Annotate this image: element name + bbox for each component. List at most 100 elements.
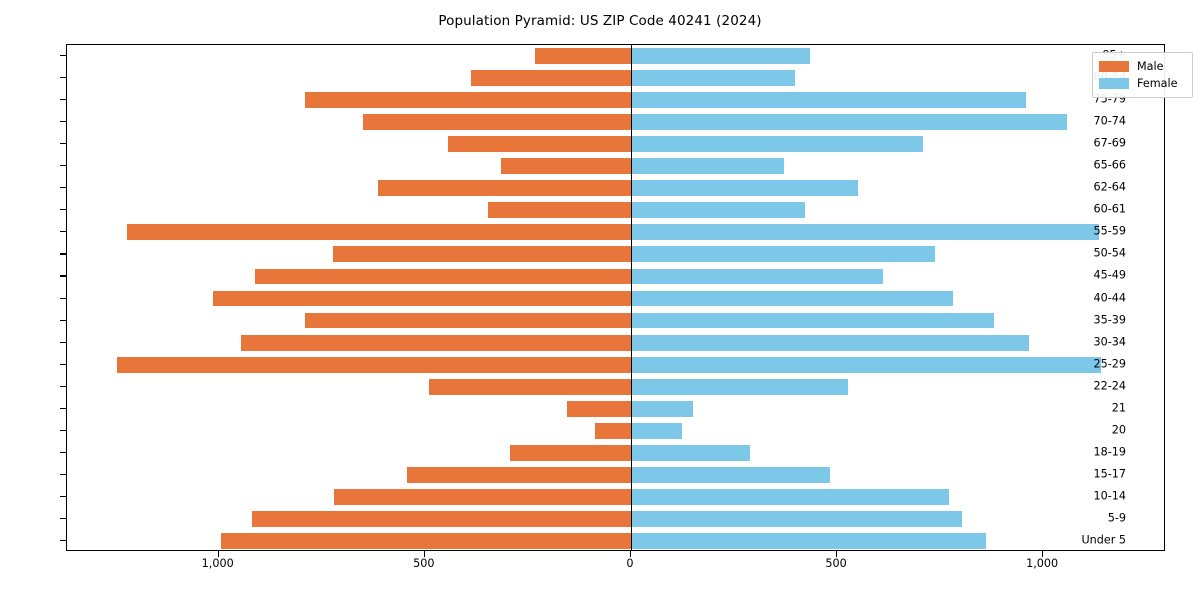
legend-swatch-female-icon: [1099, 78, 1129, 89]
bar-female-18-19[interactable]: [630, 444, 751, 461]
x-tick-label-3: 500: [825, 557, 847, 570]
bar-female-20[interactable]: [630, 422, 683, 439]
pyramid-row: [67, 400, 1164, 417]
y-tick-mark: [60, 143, 66, 145]
bar-female-62-64[interactable]: [630, 180, 859, 197]
bar-male-45-49[interactable]: [254, 268, 631, 285]
bar-male-10-14[interactable]: [334, 488, 631, 505]
pyramid-row: [67, 378, 1164, 395]
bar-male-25-29[interactable]: [116, 356, 631, 373]
x-tick-mark: [836, 551, 838, 557]
bar-male-85+[interactable]: [534, 48, 631, 64]
pyramid-row: [67, 114, 1164, 131]
x-tick-label-4: 1,000: [1026, 557, 1059, 570]
x-tick-label-1: 500: [413, 557, 435, 570]
bar-female-75-79[interactable]: [630, 92, 1026, 109]
bar-male-15-17[interactable]: [407, 466, 631, 483]
bar-male-62-64[interactable]: [377, 180, 631, 197]
bar-female-80-84[interactable]: [630, 70, 795, 86]
y-tick-mark: [60, 253, 66, 255]
x-tick-mark: [423, 551, 425, 557]
bar-female-55-59[interactable]: [630, 224, 1099, 241]
bar-male-40-44[interactable]: [212, 290, 631, 307]
y-tick-mark: [60, 407, 66, 409]
y-tick-mark: [60, 297, 66, 299]
bar-female-70-74[interactable]: [630, 114, 1067, 131]
bar-male-35-39[interactable]: [305, 312, 631, 329]
y-tick-mark: [60, 99, 66, 101]
bar-male-55-59[interactable]: [127, 224, 631, 241]
y-tick-mark: [60, 231, 66, 233]
bar-female-5-9[interactable]: [630, 510, 962, 527]
bar-female-40-44[interactable]: [630, 290, 953, 307]
bar-female-15-17[interactable]: [630, 466, 831, 483]
bar-female-67-69[interactable]: [630, 136, 923, 153]
y-tick-label-15-17: 15-17: [1093, 467, 1126, 481]
legend-label-female: Female: [1137, 77, 1178, 90]
y-tick-mark: [60, 539, 66, 542]
x-tick-label-0: 1,000: [201, 557, 234, 570]
y-tick-mark: [60, 275, 66, 277]
bar-male-under-5[interactable]: [220, 533, 631, 549]
bar-male-22-24[interactable]: [428, 378, 631, 395]
bar-male-20[interactable]: [595, 422, 631, 439]
y-tick-mark: [60, 451, 66, 453]
bar-male-67-69[interactable]: [447, 136, 631, 153]
legend-entry-female[interactable]: Female: [1099, 75, 1186, 92]
bar-female-10-14[interactable]: [630, 488, 949, 505]
bar-female-under-5[interactable]: [630, 533, 986, 549]
bar-male-75-79[interactable]: [305, 92, 631, 109]
y-tick-label-22-24: 22-24: [1093, 379, 1126, 393]
pyramid-row: [67, 290, 1164, 307]
bar-female-21[interactable]: [630, 400, 693, 417]
bar-male-21[interactable]: [567, 400, 631, 417]
zero-axis-line: [630, 45, 633, 550]
legend-label-male: Male: [1137, 60, 1164, 73]
bar-male-5-9[interactable]: [252, 510, 631, 527]
bar-male-18-19[interactable]: [510, 444, 631, 461]
x-tick-mark: [1042, 551, 1044, 557]
bar-male-30-34[interactable]: [240, 334, 631, 351]
bar-female-85+[interactable]: [630, 48, 810, 64]
pyramid-row: [67, 158, 1164, 175]
bar-female-22-24[interactable]: [630, 378, 848, 395]
y-tick-label-5-9: 5-9: [1107, 511, 1126, 525]
pyramid-row: [67, 70, 1164, 86]
pyramid-row: [67, 224, 1164, 241]
bar-male-80-84[interactable]: [470, 70, 631, 86]
y-tick-label-50-54: 50-54: [1093, 246, 1126, 260]
bar-female-35-39[interactable]: [630, 312, 995, 329]
bar-female-60-61[interactable]: [630, 202, 805, 219]
bar-female-50-54[interactable]: [630, 246, 935, 263]
chart-legend: Male Female: [1092, 52, 1193, 98]
bar-male-70-74[interactable]: [362, 114, 631, 131]
y-tick-label-10-14: 10-14: [1093, 489, 1126, 503]
pyramid-row: [67, 246, 1164, 263]
bar-female-65-66[interactable]: [630, 158, 784, 175]
pyramid-row: [67, 92, 1164, 109]
pyramid-row: [67, 312, 1164, 329]
bar-female-25-29[interactable]: [630, 356, 1102, 373]
y-tick-label-20: 20: [1111, 423, 1126, 437]
y-tick-label-55-59: 55-59: [1093, 224, 1126, 238]
pyramid-row: [67, 466, 1164, 483]
y-tick-label-30-34: 30-34: [1093, 335, 1126, 349]
bar-female-30-34[interactable]: [630, 334, 1029, 351]
y-tick-mark: [60, 517, 66, 520]
bar-male-65-66[interactable]: [501, 158, 631, 175]
bar-female-45-49[interactable]: [630, 268, 883, 285]
y-tick-label-40-44: 40-44: [1093, 291, 1126, 304]
bar-male-50-54[interactable]: [332, 246, 631, 263]
y-tick-mark: [60, 495, 66, 497]
plot-area: [66, 44, 1165, 551]
pyramid-row: [67, 202, 1164, 219]
pyramid-row: [67, 444, 1164, 461]
bar-male-60-61[interactable]: [487, 202, 631, 219]
y-tick-label-25-29: 25-29: [1093, 357, 1126, 371]
pyramid-row: [67, 180, 1164, 197]
legend-entry-male[interactable]: Male: [1099, 58, 1186, 75]
y-tick-label-45-49: 45-49: [1093, 268, 1126, 282]
pyramid-row: [67, 510, 1164, 527]
y-tick-label-62-64: 62-64: [1093, 180, 1126, 194]
